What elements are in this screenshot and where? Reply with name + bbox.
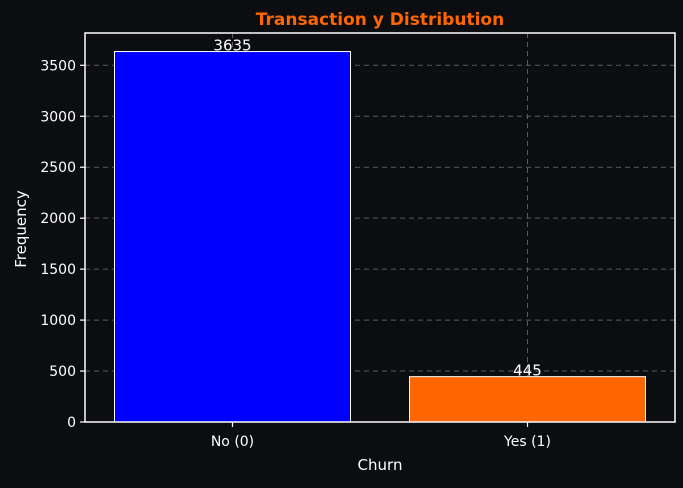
data-labels: 3635 445 bbox=[213, 37, 541, 380]
bar-0 bbox=[114, 51, 351, 423]
y-tick-label-500: 500 bbox=[49, 364, 76, 380]
bar-1 bbox=[409, 376, 646, 423]
data-label-0: 3635 bbox=[213, 37, 251, 55]
x-tick-label-1: Yes (1) bbox=[503, 434, 551, 450]
y-tick-label-0: 0 bbox=[67, 415, 76, 431]
plot-frame bbox=[84, 32, 676, 423]
axes: 0 500 1000 1500 2000 2500 3000 3500 No (0) Yes (1… bbox=[40, 32, 676, 450]
y-tick-label-3500: 3500 bbox=[40, 58, 76, 74]
chart-title: Transaction y Distribution bbox=[256, 10, 504, 30]
y-tick-label-3000: 3000 bbox=[40, 109, 76, 125]
y-tick-label-2500: 2500 bbox=[40, 160, 76, 176]
bars bbox=[114, 51, 646, 423]
y-tick-label-1000: 1000 bbox=[40, 313, 76, 329]
x-tick-label-0: No (0) bbox=[211, 434, 254, 450]
data-label-1: 445 bbox=[513, 362, 542, 380]
x-axis-label: Churn bbox=[358, 456, 403, 474]
y-axis-label: Frequency bbox=[12, 190, 30, 268]
y-tick-label-2000: 2000 bbox=[40, 211, 76, 227]
y-tick-label-1500: 1500 bbox=[40, 262, 76, 278]
